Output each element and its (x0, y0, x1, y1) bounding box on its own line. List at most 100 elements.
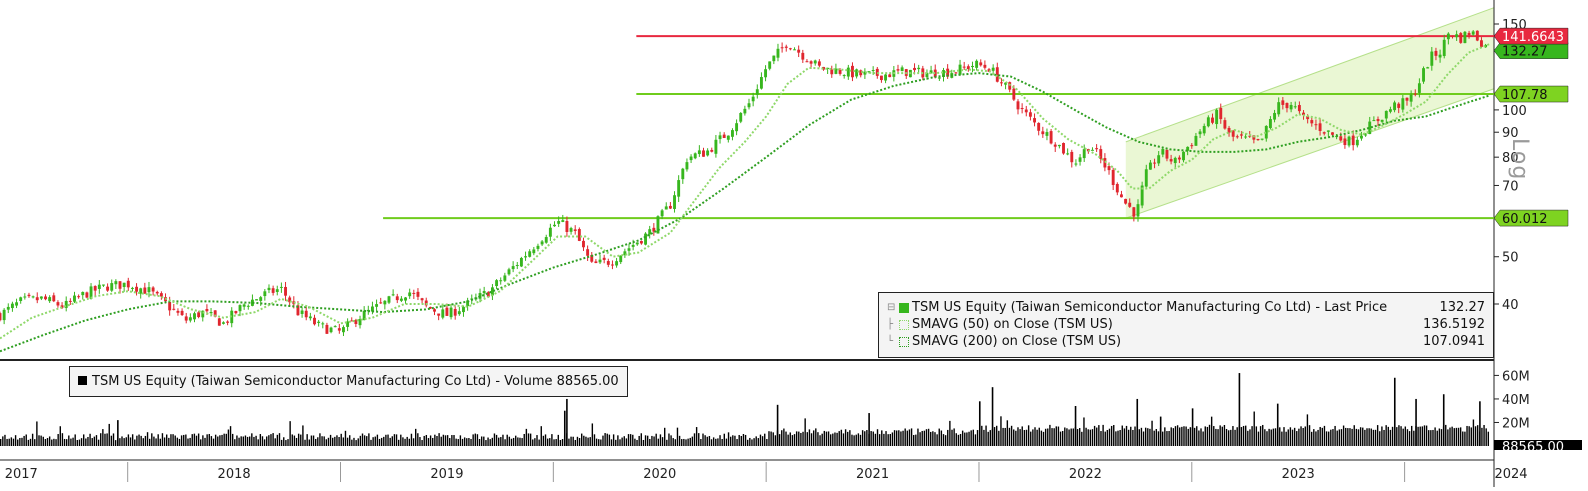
candle-body (1401, 98, 1405, 110)
candle-body (308, 316, 312, 319)
candle-body (1190, 145, 1194, 147)
volume-bar (10, 437, 13, 446)
volume-bar (589, 437, 591, 446)
volume-bar (1355, 428, 1358, 446)
legend-row-sma50[interactable]: ├ SMAVG (50) on Close (TSM US) 136.5192 (887, 316, 1485, 333)
volume-bar (525, 428, 528, 446)
candle-body (1351, 135, 1355, 146)
candle-body (830, 69, 834, 75)
volume-bar (1283, 427, 1285, 446)
volume-bar (427, 438, 430, 446)
tree-end-icon: └ (887, 336, 894, 347)
volume-bar (832, 433, 834, 446)
level-tag-label: 141.6643 (1502, 30, 1564, 45)
candle-body (1310, 120, 1314, 124)
candle-body (1380, 119, 1384, 122)
candle-body (681, 168, 685, 180)
candle-body (702, 150, 705, 157)
volume-bar (372, 437, 374, 446)
candle-body (1008, 82, 1012, 90)
volume-bar (1468, 426, 1470, 446)
volume-bar (1357, 429, 1360, 446)
volume-bar (1485, 428, 1487, 446)
volume-bar (1436, 430, 1438, 446)
volume-bar (549, 438, 551, 446)
volume-bar (1474, 426, 1477, 446)
candle-body (1194, 135, 1198, 146)
candle-body (110, 283, 114, 291)
volume-bar (255, 435, 257, 446)
volume-bar (1402, 428, 1404, 446)
volume-bar (1308, 425, 1311, 446)
volume-bar (429, 435, 432, 446)
price-legend[interactable]: ⊟ TSM US Equity (Taiwan Semiconductor Ma… (878, 292, 1494, 358)
level-tag-label: 107.78 (1502, 88, 1548, 103)
volume-bar (1223, 424, 1226, 446)
volume-bar (21, 437, 23, 446)
candle-body (333, 326, 337, 328)
volume-bar (1304, 426, 1306, 446)
volume-bar (1411, 425, 1413, 446)
volume-bar (1476, 425, 1479, 446)
volume-bar (1168, 430, 1170, 446)
volume-bar (1155, 428, 1158, 446)
volume-bar (1419, 426, 1421, 446)
candle-body (354, 320, 358, 324)
volume-tick-label: 40M (1502, 393, 1530, 408)
volume-bar (355, 440, 357, 446)
candle-body (817, 61, 821, 66)
volume-bar (1455, 427, 1458, 446)
volume-legend[interactable]: TSM US Equity (Taiwan Semiconductor Manu… (69, 366, 628, 397)
volume-bar (461, 438, 464, 446)
candle-body (644, 233, 648, 245)
volume-bar (1289, 427, 1292, 446)
channel-upper-line (1125, 7, 1495, 143)
candle-body (1289, 104, 1293, 110)
candle-body (536, 245, 540, 249)
volume-bar (947, 429, 949, 446)
scale-type-label[interactable]: Log (1507, 138, 1532, 181)
volume-bar (747, 439, 749, 446)
candle-body (1322, 132, 1326, 134)
volume-bar (957, 434, 960, 446)
volume-bar (993, 427, 996, 446)
volume-bar (895, 430, 898, 446)
volume-bar (234, 439, 236, 446)
candle-body (1409, 94, 1413, 102)
legend-row-price[interactable]: ⊟ TSM US Equity (Taiwan Semiconductor Ma… (887, 299, 1485, 316)
candle-body (197, 312, 201, 318)
legend-row-sma200[interactable]: └ SMAVG (200) on Close (TSM US) 107.0941 (887, 333, 1485, 350)
volume-bar (370, 439, 372, 446)
candle-body (499, 280, 503, 282)
candle-body (1012, 88, 1016, 100)
volume-bar (847, 431, 849, 446)
candle-body (288, 297, 292, 303)
volume-bar (1364, 429, 1366, 446)
volume-bar (1310, 431, 1313, 446)
candle-body (151, 287, 155, 292)
volume-bar (1138, 429, 1140, 446)
price-tick-label: 90 (1502, 126, 1519, 141)
candle-body (602, 257, 606, 260)
candle-body (946, 68, 950, 77)
candle-body (1475, 30, 1479, 41)
collapse-icon[interactable]: ⊟ (887, 302, 896, 313)
volume-bar (744, 434, 747, 446)
volume-bar (285, 440, 287, 446)
volume-bar (940, 430, 943, 446)
volume-bar (131, 434, 134, 446)
volume-bar (368, 433, 370, 446)
volume-bar (1202, 431, 1204, 446)
volume-bar (453, 435, 455, 446)
volume-bar (817, 432, 819, 446)
candle-body (1376, 119, 1380, 122)
volume-bar (1291, 429, 1294, 446)
volume-bar (1013, 429, 1015, 446)
volume-bar (827, 431, 830, 446)
candle-body (242, 304, 246, 307)
volume-bar (734, 435, 736, 446)
volume-bar (1374, 429, 1377, 446)
volume-bar (753, 438, 755, 446)
volume-bar (34, 439, 36, 446)
candle-body (731, 130, 734, 137)
